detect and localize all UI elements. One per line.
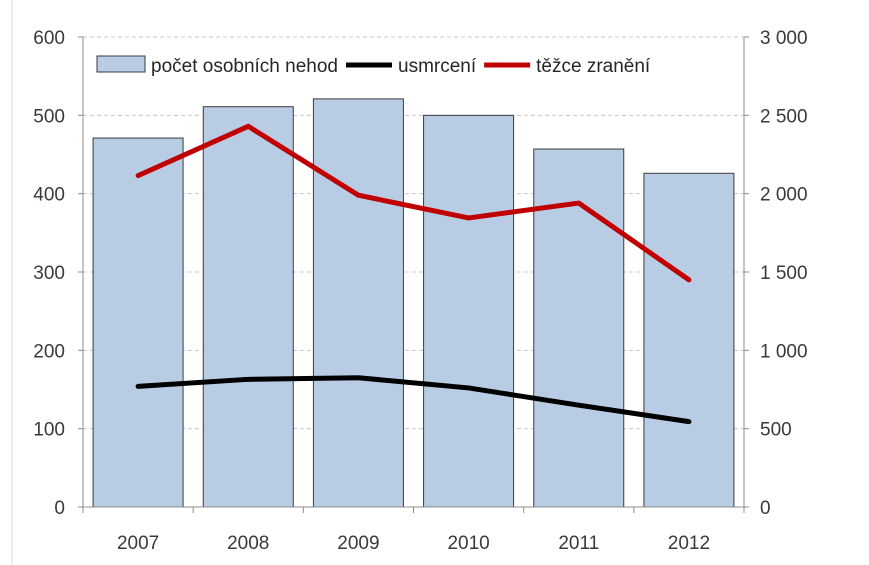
y-left-tick-label: 300 — [33, 263, 65, 284]
y-right-tick-label: 0 — [760, 498, 771, 519]
bar-series — [92, 98, 735, 508]
y-right-tick-label: 1 500 — [760, 263, 808, 284]
y-left-tick-label: 600 — [33, 28, 65, 49]
x-tick-label: 2012 — [668, 533, 710, 554]
line-series — [135, 123, 692, 425]
y-right-tick-label: 2 500 — [760, 106, 808, 127]
y-left-tick-label: 100 — [33, 420, 65, 441]
bar-2012 — [643, 172, 735, 508]
gridlines — [83, 36, 744, 430]
y-right-tick-label: 1 000 — [760, 341, 808, 362]
x-tick-label: 2010 — [447, 533, 489, 554]
legend-label: počet osobních nehod — [151, 56, 338, 77]
y-right-tick-label: 3 000 — [760, 28, 808, 49]
bar-2007 — [92, 137, 184, 508]
x-tick-label: 2008 — [227, 533, 269, 554]
axes: 0 0 100 500 200 1 000 300 1 500 400 2 000 500 2 500… — [33, 28, 807, 554]
x-tick-label: 2009 — [337, 533, 379, 554]
legend-label: těžce zranění — [536, 56, 651, 77]
legend: počet osobních nehod usmrcení těžce zraněn… — [96, 55, 651, 77]
legend-label: usmrcení — [398, 56, 477, 77]
legend-swatch-bar — [96, 55, 146, 73]
y-left-tick-label: 200 — [33, 341, 65, 362]
line-series-1 — [135, 375, 692, 425]
y-left-tick-label: 400 — [33, 185, 65, 206]
y-left-tick-label: 500 — [33, 106, 65, 127]
bar-2010 — [423, 114, 515, 508]
x-tick-label: 2007 — [117, 533, 159, 554]
bar-2008 — [202, 106, 294, 508]
line-series-2 — [135, 123, 692, 283]
y-right-tick-label: 500 — [760, 420, 792, 441]
bar-2009 — [312, 98, 404, 508]
y-right-tick-label: 2 000 — [760, 185, 808, 206]
y-left-tick-label: 0 — [54, 498, 65, 519]
x-tick-label: 2011 — [558, 533, 599, 554]
